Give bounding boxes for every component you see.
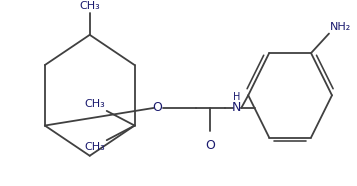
Text: NH₂: NH₂ [330, 22, 351, 32]
Text: CH₃: CH₃ [84, 99, 105, 109]
Text: N: N [232, 102, 241, 114]
Text: CH₃: CH₃ [84, 142, 105, 152]
Text: CH₃: CH₃ [79, 1, 100, 11]
Text: H: H [232, 92, 240, 102]
Text: O: O [205, 139, 215, 152]
Text: O: O [152, 102, 162, 114]
